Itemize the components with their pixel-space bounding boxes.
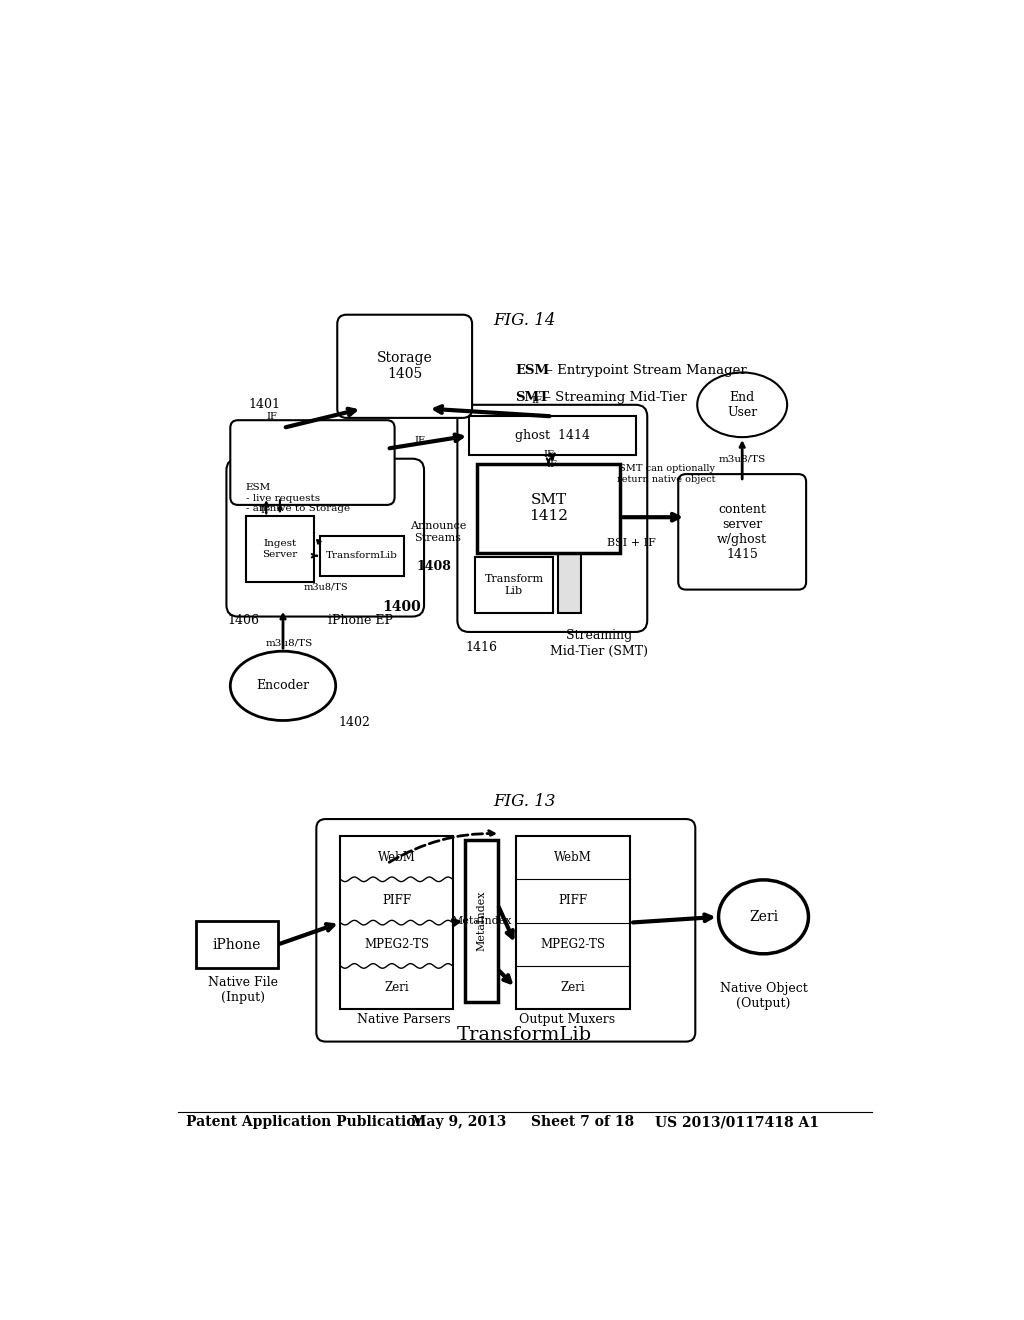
Text: 1402: 1402 — [339, 717, 371, 730]
Text: m3u8/TS: m3u8/TS — [719, 454, 766, 463]
Bar — [469, 416, 636, 455]
Bar — [558, 488, 582, 612]
Text: MetaIndex: MetaIndex — [476, 891, 486, 950]
Text: – Streaming Mid-Tier: – Streaming Mid-Tier — [541, 391, 687, 404]
Text: 1408: 1408 — [417, 560, 452, 573]
Text: m3u8/TS: m3u8/TS — [303, 583, 348, 591]
Text: PIFF: PIFF — [382, 895, 411, 907]
Bar — [475, 557, 553, 612]
Text: Zeri: Zeri — [749, 909, 778, 924]
Text: WebM: WebM — [378, 851, 416, 865]
Text: End
User: End User — [727, 391, 758, 418]
Text: Output Muxers: Output Muxers — [519, 1012, 615, 1026]
Text: PIFF: PIFF — [558, 895, 588, 907]
Text: Streaming
Mid-Tier (SMT): Streaming Mid-Tier (SMT) — [550, 630, 648, 657]
Text: m3u8/TS: m3u8/TS — [265, 639, 312, 648]
Text: MetaIndex: MetaIndex — [452, 916, 512, 925]
Text: 1401: 1401 — [248, 399, 281, 412]
Text: Zeri: Zeri — [560, 981, 585, 994]
Text: Announce
Streams: Announce Streams — [410, 521, 466, 543]
Text: 1416: 1416 — [465, 640, 497, 653]
Text: ESM: ESM — [515, 363, 550, 376]
Text: May 9, 2013: May 9, 2013 — [411, 1115, 506, 1130]
Text: SMT
1412: SMT 1412 — [529, 494, 568, 524]
Text: Encoder: Encoder — [256, 680, 309, 693]
Bar — [477, 465, 621, 553]
Text: iPhone EP: iPhone EP — [328, 614, 393, 627]
Text: IF: IF — [547, 459, 558, 469]
Text: – Entrypoint Stream Manager: – Entrypoint Stream Manager — [542, 363, 746, 376]
Text: Transform
Lib: Transform Lib — [484, 574, 544, 595]
Text: FIG. 13: FIG. 13 — [494, 793, 556, 810]
Bar — [246, 516, 314, 582]
Text: TransformLib: TransformLib — [457, 1026, 592, 1044]
Bar — [321, 536, 403, 576]
Text: Patent Application Publication: Patent Application Publication — [186, 1115, 426, 1130]
FancyBboxPatch shape — [230, 420, 394, 506]
Text: SMT can optionally
return native object: SMT can optionally return native object — [617, 465, 716, 484]
Text: ESM
- live requests
- archive to Storage: ESM - live requests - archive to Storage — [246, 483, 350, 513]
FancyBboxPatch shape — [316, 818, 695, 1041]
Text: IF: IF — [266, 412, 276, 421]
Text: iPhone: iPhone — [213, 937, 261, 952]
Text: Native File
(Input): Native File (Input) — [208, 975, 278, 1005]
Text: MPEG2-TS: MPEG2-TS — [365, 937, 429, 950]
Text: content
server
w/ghost
1415: content server w/ghost 1415 — [717, 503, 767, 561]
Bar — [340, 836, 453, 1010]
Text: SMT: SMT — [515, 391, 550, 404]
Text: ghost  1414: ghost 1414 — [515, 429, 590, 442]
Text: 1406: 1406 — [227, 614, 259, 627]
Text: BSI + IF: BSI + IF — [607, 539, 656, 548]
Bar — [515, 836, 630, 1010]
FancyBboxPatch shape — [458, 405, 647, 632]
Text: Native Parsers: Native Parsers — [356, 1012, 451, 1026]
Ellipse shape — [697, 372, 787, 437]
Text: IF: IF — [531, 396, 543, 405]
Text: TransformLib: TransformLib — [326, 552, 398, 560]
Text: IF: IF — [261, 506, 271, 515]
Text: IF: IF — [543, 450, 554, 459]
Text: Ingest
Server: Ingest Server — [262, 540, 298, 558]
Text: IF: IF — [415, 437, 426, 445]
Text: FIG. 14: FIG. 14 — [494, 312, 556, 329]
FancyBboxPatch shape — [337, 314, 472, 418]
Text: WebM: WebM — [554, 851, 592, 865]
Text: MPEG2-TS: MPEG2-TS — [541, 937, 605, 950]
Bar — [197, 921, 278, 969]
Text: 1400: 1400 — [382, 601, 421, 614]
Ellipse shape — [230, 651, 336, 721]
FancyBboxPatch shape — [678, 474, 806, 590]
Text: Sheet 7 of 18: Sheet 7 of 18 — [531, 1115, 634, 1130]
Ellipse shape — [719, 880, 809, 954]
Text: Zeri: Zeri — [384, 981, 409, 994]
Bar — [465, 840, 498, 1002]
Text: Storage
1405: Storage 1405 — [377, 351, 432, 381]
FancyBboxPatch shape — [226, 459, 424, 616]
Text: Native Object
(Output): Native Object (Output) — [720, 982, 807, 1010]
Text: IF: IF — [260, 504, 270, 513]
Text: US 2013/0117418 A1: US 2013/0117418 A1 — [655, 1115, 819, 1130]
